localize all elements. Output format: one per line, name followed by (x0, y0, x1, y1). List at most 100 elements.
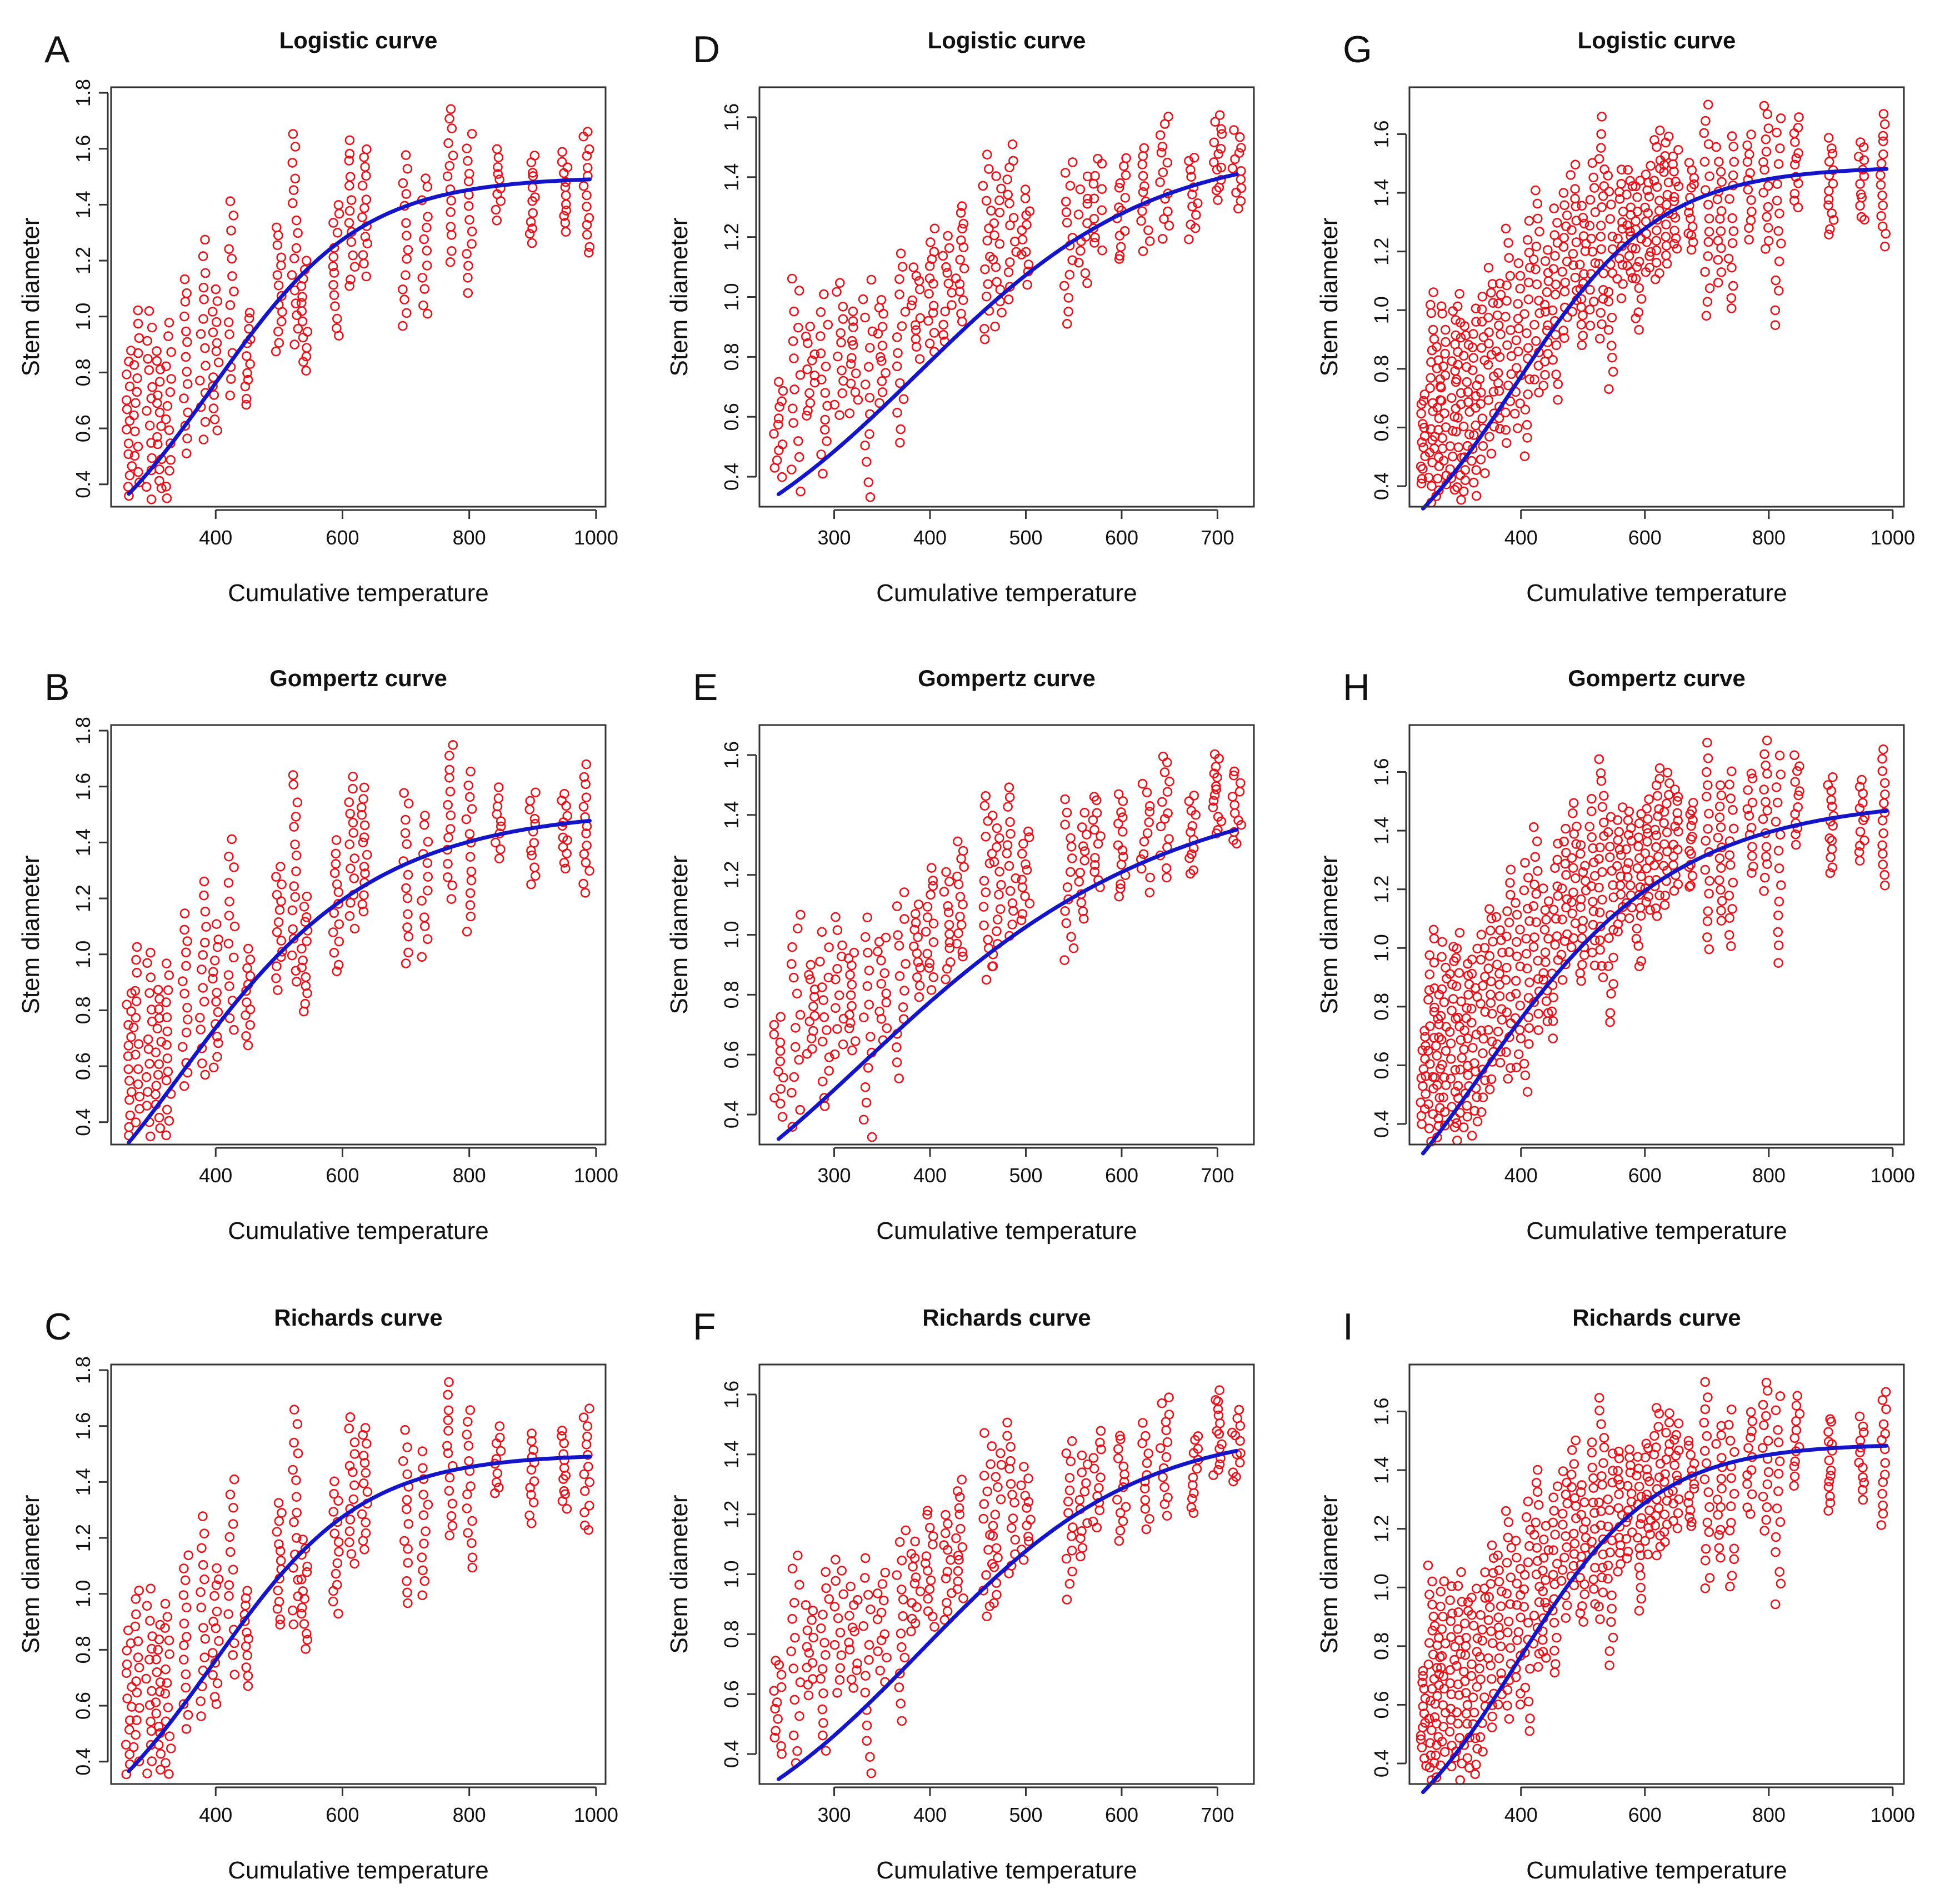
data-point (1531, 889, 1541, 899)
data-point (1452, 1118, 1462, 1128)
data-point (1686, 821, 1696, 831)
data-point (1581, 885, 1591, 896)
data-point (1772, 196, 1782, 206)
data-point (288, 779, 299, 789)
data-point (1439, 1747, 1450, 1757)
data-point (980, 264, 990, 274)
data-point (1616, 912, 1626, 922)
data-point (1512, 909, 1522, 920)
data-point (466, 866, 477, 877)
data-point (1539, 1535, 1549, 1545)
data-point (1651, 903, 1661, 913)
data-point (1562, 894, 1572, 904)
data-point (819, 1012, 829, 1022)
data-point (772, 455, 782, 466)
data-point (129, 410, 139, 421)
data-point (1762, 1386, 1773, 1396)
data-point (906, 300, 917, 311)
data-point (913, 899, 924, 909)
data-point (1584, 822, 1594, 832)
data-point (1761, 842, 1772, 852)
data-point (132, 387, 142, 397)
data-point (1161, 1452, 1172, 1462)
data-point (559, 789, 569, 799)
data-point (209, 414, 220, 424)
data-point (1459, 321, 1469, 331)
data-point (200, 343, 210, 353)
data-point (1438, 1611, 1448, 1622)
data-point (162, 1040, 172, 1050)
y-axis: 0.40.60.81.01.21.41.6 (1370, 758, 1407, 1138)
data-point (844, 1637, 854, 1648)
data-point (1476, 343, 1487, 353)
data-point (1727, 238, 1738, 248)
data-points (769, 1385, 1246, 1778)
data-point (816, 307, 826, 317)
panel-letter: H (1343, 666, 1370, 708)
data-point (1632, 192, 1642, 202)
data-point (225, 1490, 236, 1500)
y-tick-label: 0.6 (72, 414, 94, 442)
data-point (1746, 1432, 1756, 1443)
data-point (1424, 1638, 1434, 1648)
data-point (838, 1589, 848, 1600)
data-point (1607, 866, 1617, 876)
data-point (1119, 161, 1129, 171)
data-point (1022, 865, 1032, 875)
x-axis-label: Cumulative temperature (876, 1217, 1137, 1245)
data-point (1747, 1489, 1757, 1500)
data-point (922, 902, 933, 912)
data-point (1774, 286, 1784, 296)
data-point (835, 1663, 846, 1673)
data-point (959, 862, 969, 872)
data-point (789, 1695, 800, 1705)
data-point (1519, 1570, 1530, 1580)
data-point (1529, 1530, 1539, 1540)
data-point (1529, 879, 1539, 889)
data-point (1791, 153, 1801, 163)
data-point (1725, 1581, 1735, 1592)
data-point (131, 398, 141, 408)
data-point (1636, 1491, 1647, 1502)
data-point (817, 374, 827, 384)
data-point (1717, 1453, 1727, 1463)
data-point (817, 927, 827, 937)
data-point (1548, 1570, 1558, 1580)
y-tick-label: 0.4 (720, 463, 743, 491)
data-point (1603, 1494, 1613, 1505)
data-point (1423, 1560, 1433, 1571)
data-point (794, 452, 804, 462)
data-point (833, 351, 843, 362)
data-point (212, 1606, 222, 1617)
data-point (832, 925, 843, 935)
data-point (898, 1595, 908, 1605)
data-point (1161, 1425, 1171, 1436)
data-point (1097, 184, 1107, 194)
data-point (1538, 1553, 1549, 1563)
data-point (300, 1543, 311, 1554)
data-point (1702, 932, 1712, 942)
data-point (1878, 1419, 1889, 1430)
data-point (1511, 363, 1522, 373)
data-point (982, 1486, 992, 1497)
data-point (181, 1027, 192, 1038)
data-point (787, 464, 797, 474)
data-point (1596, 1520, 1606, 1531)
data-point (1139, 837, 1149, 847)
data-point (1683, 228, 1693, 239)
data-point (131, 1609, 141, 1620)
data-point (944, 929, 954, 939)
data-point (1543, 245, 1553, 255)
data-point (1420, 1054, 1430, 1064)
data-point (1523, 1496, 1533, 1507)
data-point (154, 1059, 164, 1070)
data-point (419, 819, 429, 830)
data-point (1557, 975, 1568, 985)
data-point (1502, 1685, 1513, 1695)
data-point (492, 215, 502, 226)
data-point (1446, 1632, 1456, 1642)
data-point (1859, 214, 1869, 225)
data-point (1876, 179, 1886, 190)
data-point (209, 1591, 219, 1601)
data-point (299, 902, 309, 912)
